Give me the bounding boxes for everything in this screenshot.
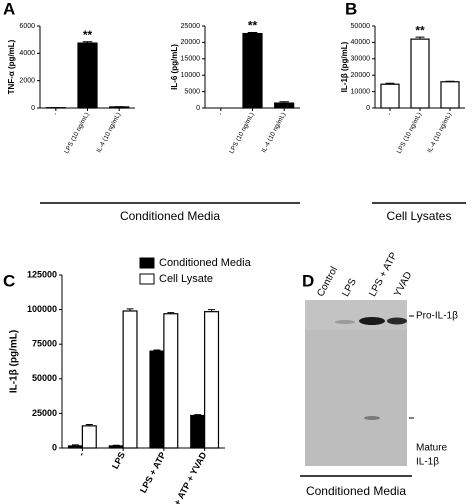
blot-band [335, 320, 355, 324]
group-label: Cell Lysates [387, 209, 452, 223]
y-tick-label: 20000 [351, 72, 371, 79]
bar [440, 81, 460, 109]
y-axis-label: IL-1β (pg/mL) [9, 330, 20, 393]
y-tick-label: 25000 [181, 23, 201, 30]
error-bar [415, 36, 425, 40]
y-axis-label: TNF-α (pg/mL) [7, 39, 16, 94]
y-tick-label: 10000 [351, 88, 371, 95]
blot-band [364, 416, 380, 420]
error-bar [279, 101, 289, 104]
error-bar [153, 349, 161, 352]
x-tick-label: IL-4 (10 ng/mL) [260, 111, 287, 154]
y-tick-label: 4000 [19, 50, 35, 57]
y-tick-label: 0 [52, 442, 57, 452]
error-bar [208, 309, 216, 312]
group-label: Conditioned Media [120, 209, 220, 223]
bar [149, 350, 165, 449]
bar [77, 42, 98, 109]
legend-label: Conditioned Media [159, 257, 252, 269]
panel-label: C [3, 271, 15, 290]
y-tick-label: 10000 [181, 72, 201, 79]
band-label: Mature [416, 443, 448, 454]
x-tick-label: LPS (10 ng/mL) [228, 111, 256, 154]
y-tick-label: 2000 [19, 78, 35, 85]
y-tick-label: 6000 [19, 23, 35, 30]
bar [122, 310, 138, 449]
band-label: IL-1β [416, 457, 439, 468]
bar [163, 313, 179, 449]
y-tick-label: 50000 [351, 23, 371, 30]
y-tick-label: 40000 [351, 39, 371, 46]
y-tick-label: 30000 [351, 56, 371, 63]
y-tick-label: 20000 [181, 39, 201, 46]
lane-label: LPS [340, 277, 359, 299]
error-bar [167, 312, 175, 314]
panel-label: D [302, 271, 314, 290]
error-bar [71, 444, 79, 446]
y-axis-label: IL-1β (pg/mL) [340, 41, 349, 92]
value-annotation: ** [83, 28, 93, 42]
y-tick-label: 100000 [27, 304, 57, 314]
blot-smear [305, 300, 407, 330]
band-label: Pro-IL-1β [416, 311, 458, 322]
bar [380, 83, 400, 109]
value-annotation: ** [415, 23, 425, 37]
blot-band [387, 317, 407, 325]
bar [410, 38, 430, 109]
x-tick-label: LPS + ATP + YVAD [163, 450, 209, 504]
error-bar [85, 423, 93, 426]
legend-swatch [139, 273, 155, 285]
bar [67, 445, 83, 449]
error-bar [385, 82, 395, 85]
value-annotation: ** [248, 19, 258, 33]
lane-label: Control [315, 265, 340, 299]
x-tick-label: LPS (10 ng/mL) [396, 111, 424, 154]
blot-band [359, 317, 385, 325]
error-bar [126, 308, 134, 311]
panel-label: B [345, 0, 357, 18]
bar [204, 311, 220, 449]
y-axis-label: IL-6 (pg/mL) [170, 44, 179, 90]
y-tick-label: 25000 [32, 408, 57, 418]
error-bar [247, 32, 258, 34]
y-tick-label: 0 [31, 105, 35, 112]
y-tick-label: 0 [366, 105, 370, 112]
bar [190, 414, 206, 449]
y-tick-label: 50000 [32, 373, 57, 383]
legend-swatch [139, 257, 155, 269]
x-tick-label: LPS (10 ng/mL) [63, 111, 91, 154]
bar [274, 102, 295, 109]
x-tick-label: - [52, 111, 59, 116]
x-tick-label: LPS + ATP [138, 450, 168, 494]
x-tick-label: - [386, 111, 393, 116]
x-tick-label: - [217, 111, 224, 116]
error-bar [82, 41, 93, 44]
x-tick-label: IL-4 (10 ng/mL) [95, 111, 122, 154]
x-tick-label: IL-4 (10 ng/mL) [426, 111, 453, 154]
panel-label: A [3, 0, 15, 18]
bar [242, 32, 263, 109]
error-bar [194, 414, 202, 416]
lane-label: YVAD [392, 270, 414, 299]
y-tick-label: 5000 [184, 88, 200, 95]
x-tick-label: LPS [110, 450, 127, 470]
error-bar [112, 444, 120, 446]
y-tick-label: 0 [196, 105, 200, 112]
y-tick-label: 125000 [27, 269, 57, 279]
bar [81, 425, 97, 449]
x-tick-label: - [76, 450, 86, 457]
y-tick-label: 75000 [32, 339, 57, 349]
group-label: Conditioned Media [306, 484, 406, 498]
y-tick-label: 15000 [181, 56, 201, 63]
legend-label: Cell Lysate [159, 273, 213, 285]
bar [108, 445, 124, 449]
